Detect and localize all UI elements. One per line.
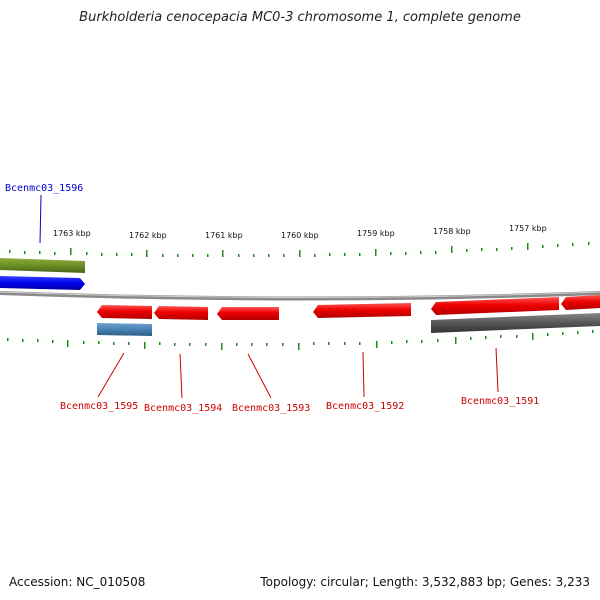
reverse-gene-steel[interactable] (97, 323, 152, 336)
gene-label-1596: Bcenmc03_1596 (5, 183, 83, 194)
gene-bcenmc03-1593[interactable] (217, 307, 279, 320)
gene-reverse-edge[interactable] (561, 295, 600, 310)
gene-label-1595: Bcenmc03_1595 (60, 401, 138, 412)
leader-line-1593 (247, 353, 272, 399)
gene-label-1592: Bcenmc03_1592 (326, 401, 404, 412)
tick-label-1758: 1758 kbp (433, 227, 471, 236)
genome-summary-text: Topology: circular; Length: 3,532,883 bp… (260, 575, 590, 589)
leader-line-1595 (97, 352, 125, 398)
gene-bcenmc03-1591[interactable] (431, 297, 559, 315)
accession-text: Accession: NC_010508 (9, 575, 146, 589)
chromosome-backbone (0, 291, 600, 301)
gene-bcenmc03-1592[interactable] (313, 303, 411, 318)
gene-bcenmc03-1595[interactable] (97, 305, 152, 319)
leader-line-1592 (362, 351, 365, 398)
leader-line-1591 (495, 347, 499, 393)
chromosome-backbone-highlight (0, 291, 600, 298)
tick-label-1761: 1761 kbp (205, 231, 243, 240)
gene-label-1594: Bcenmc03_1594 (144, 403, 222, 414)
forward-gene-olive[interactable] (0, 258, 85, 273)
leader-line-1596 (39, 194, 42, 244)
tick-label-1759: 1759 kbp (357, 229, 395, 238)
gene-bcenmc03-1594[interactable] (154, 306, 208, 320)
gene-label-1593: Bcenmc03_1593 (232, 403, 310, 414)
tick-label-1762: 1762 kbp (129, 231, 167, 240)
lower-tick-row (7, 330, 594, 350)
tick-label-1760: 1760 kbp (281, 231, 319, 240)
upper-tick-row (9, 242, 590, 257)
gene-label-1591: Bcenmc03_1591 (461, 396, 539, 407)
tick-label-1757: 1757 kbp (509, 224, 547, 233)
reverse-gene-gray[interactable] (431, 313, 600, 333)
genome-title: Burkholderia cenocepacia MC0-3 chromosom… (79, 10, 521, 25)
leader-line-1594 (179, 353, 183, 399)
gene-bcenmc03-1596[interactable] (0, 276, 85, 290)
tick-label-1763: 1763 kbp (53, 229, 91, 238)
